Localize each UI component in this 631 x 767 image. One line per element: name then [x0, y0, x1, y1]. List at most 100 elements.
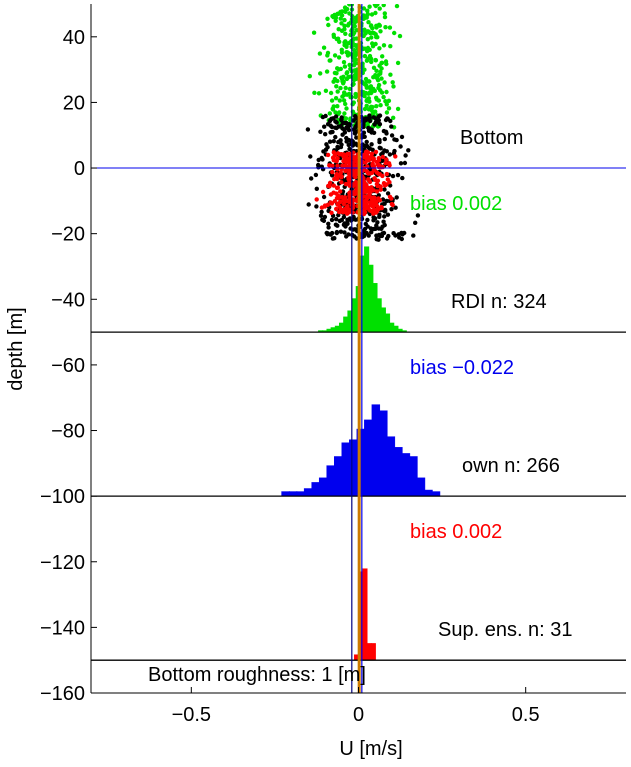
scatter-point — [330, 169, 335, 175]
scatter-point — [327, 184, 332, 189]
scatter-point — [364, 182, 369, 188]
scatter-point — [371, 65, 377, 71]
scatter-point — [345, 23, 351, 28]
scatter-point — [377, 139, 382, 145]
scatter-point — [343, 181, 349, 187]
scatter-point — [369, 59, 374, 65]
scatter-point — [333, 110, 338, 115]
scatter-point — [347, 62, 352, 68]
scatter-point — [342, 64, 348, 69]
scatter-point — [307, 74, 312, 79]
scatter-point — [347, 146, 352, 152]
scatter-point — [325, 232, 330, 237]
scatter-point — [306, 202, 311, 207]
scatter-point — [415, 213, 421, 218]
scatter-point — [346, 156, 352, 161]
scatter-point — [365, 224, 370, 229]
scatter-point — [339, 50, 345, 55]
scatter-point — [391, 115, 396, 121]
scatter-point — [347, 11, 352, 16]
scatter-point — [339, 117, 344, 123]
scatter-point — [361, 13, 366, 18]
scatter-point — [338, 85, 343, 91]
scatter-point — [369, 12, 375, 17]
scatter-point — [389, 133, 395, 138]
scatter-point — [350, 102, 355, 107]
scatter-point — [333, 134, 338, 140]
scatter-point — [376, 158, 382, 163]
scatter-point — [311, 30, 317, 35]
histogram-bar — [311, 482, 320, 497]
scatter-point — [343, 31, 348, 36]
scatter-point — [411, 233, 416, 238]
scatter-point — [338, 229, 344, 234]
scatter-point — [327, 139, 333, 144]
scatter-point — [395, 172, 401, 178]
scatter-point — [374, 233, 379, 238]
x-tick-label: −0.5 — [172, 704, 211, 726]
scatter-point — [364, 156, 369, 161]
scatter-point — [354, 73, 359, 78]
scatter-point — [370, 204, 375, 209]
scatter-point — [386, 106, 392, 111]
scatter-point — [374, 68, 379, 74]
histogram-bar — [364, 246, 370, 333]
scatter-point — [365, 217, 370, 223]
scatter-point — [395, 60, 401, 66]
scatter-point — [373, 210, 378, 215]
scatter-point — [380, 54, 385, 59]
scatter-point — [367, 194, 372, 199]
bottom-label: Bottom — [460, 127, 523, 149]
scatter-point — [338, 207, 344, 212]
histogram-bar — [424, 489, 433, 497]
scatter-point — [342, 111, 347, 116]
scatter-point — [340, 94, 345, 99]
scatter-point — [376, 226, 382, 231]
scatter-point — [368, 226, 374, 231]
rdi-count-label: RDI n: 324 — [451, 291, 547, 313]
scatter-point — [383, 25, 388, 30]
scatter-point — [341, 201, 346, 207]
scatter-point — [367, 99, 372, 104]
own-count-label: own n: 266 — [462, 455, 560, 477]
scatter-point — [402, 160, 408, 166]
scatter-point — [325, 50, 331, 56]
scatter-point — [406, 148, 411, 153]
scatter-point — [387, 25, 393, 30]
scatter-point — [369, 35, 374, 40]
scatter-point — [336, 27, 341, 32]
scatter-point — [374, 23, 379, 28]
scatter-point — [345, 206, 350, 211]
scatter-point — [374, 199, 379, 204]
scatter-point — [400, 232, 405, 237]
sup-ens-count-label: Sup. ens. n: 31 — [438, 619, 573, 641]
scatter-point — [369, 142, 374, 147]
scatter-point — [342, 230, 347, 235]
scatter-point — [335, 156, 340, 161]
scatter-point — [342, 27, 347, 32]
scatter-point — [365, 37, 370, 42]
scatter-point — [340, 79, 345, 84]
histogram-bar — [330, 327, 336, 333]
scatter-point — [378, 29, 383, 34]
scatter-point — [336, 67, 341, 72]
scatter-point — [374, 189, 380, 194]
scatter-point — [352, 181, 358, 186]
scatter-point — [325, 152, 331, 158]
scatter-point — [384, 102, 389, 107]
scatter-point — [378, 88, 383, 93]
scatter-point — [371, 164, 377, 169]
histogram-bar — [409, 456, 418, 497]
scatter-point — [399, 134, 405, 140]
scatter-point — [346, 210, 352, 215]
scatter-point — [347, 4, 352, 7]
histogram-bar — [362, 568, 368, 661]
scatter-point — [382, 80, 387, 85]
scatter-point — [393, 154, 398, 159]
scatter-point — [335, 89, 340, 94]
scatter-point — [305, 127, 311, 132]
scatter-point — [314, 186, 319, 191]
histogram-bar — [376, 298, 382, 333]
scatter-point — [339, 142, 344, 147]
scatter-point — [336, 173, 341, 178]
